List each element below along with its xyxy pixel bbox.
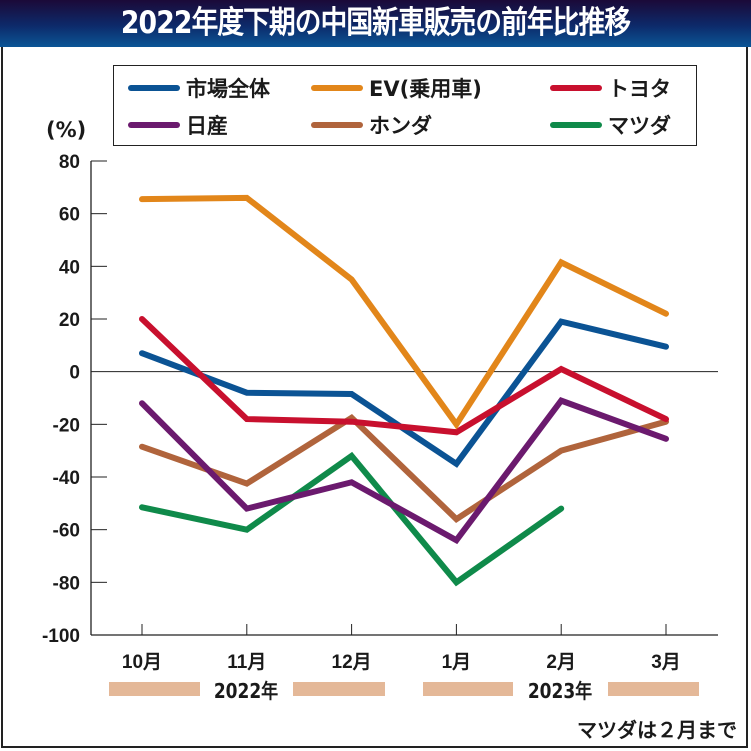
title-bar: 2022年度下期の中国新車販売の前年比推移 bbox=[0, 0, 751, 47]
legend-swatch-market bbox=[128, 85, 180, 91]
y-tick-label: 0 bbox=[69, 363, 80, 384]
y-tick-label: 20 bbox=[59, 310, 80, 331]
x-tick-label: 10月 bbox=[122, 652, 162, 673]
legend-item-ev: EV(乗用車) bbox=[311, 76, 482, 101]
x-tick-label: 11月 bbox=[227, 652, 266, 673]
y-tick-label: -80 bbox=[53, 573, 80, 594]
x-ticks: 10月 11月 12月 1月 2月 3月 bbox=[122, 624, 681, 673]
series-line-5 bbox=[139, 451, 565, 587]
chart-title: 2022年度下期の中国新車販売の前年比推移 bbox=[120, 5, 631, 41]
y-ticks: 80 60 40 20 0 -20 -40 -60 -80 -100 bbox=[42, 152, 107, 647]
legend-swatch-ev bbox=[311, 85, 363, 91]
year-bar-2023-right bbox=[608, 682, 699, 696]
legend-swatch-mazda bbox=[550, 122, 602, 128]
series-line-2 bbox=[139, 316, 669, 436]
year-label-2022: 2022年 bbox=[213, 679, 279, 703]
y-tick-label: -20 bbox=[53, 415, 80, 436]
legend: 市場全体 EV(乗用車) トヨタ 日産 ホンダ マツダ bbox=[113, 65, 697, 146]
series-line-3 bbox=[139, 397, 669, 545]
year-bar-2022-left bbox=[109, 682, 200, 696]
legend-item-toyota: トヨタ bbox=[550, 76, 671, 101]
series-line-1 bbox=[139, 194, 669, 430]
footnote: マツダは２月まで bbox=[577, 718, 737, 742]
legend-swatch-toyota bbox=[550, 85, 602, 91]
legend-label-nissan: 日産 bbox=[186, 114, 228, 138]
year-bar-2022-right bbox=[293, 682, 385, 696]
y-tick-label: 60 bbox=[59, 205, 80, 226]
legend-label-ev: EV(乗用車) bbox=[369, 77, 482, 101]
legend-label-mazda: マツダ bbox=[608, 114, 671, 138]
legend-item-honda: ホンダ bbox=[311, 113, 432, 138]
y-tick-label: -60 bbox=[53, 521, 80, 542]
legend-item-nissan: 日産 bbox=[128, 113, 228, 138]
series-line-4 bbox=[139, 413, 669, 523]
legend-label-market: 市場全体 bbox=[186, 77, 270, 101]
legend-swatch-nissan bbox=[128, 122, 180, 128]
y-tick-label: 80 bbox=[59, 152, 80, 173]
y-tick-label: -100 bbox=[42, 626, 80, 647]
series-lines bbox=[139, 194, 669, 587]
year-label-2023: 2023年 bbox=[527, 679, 593, 703]
x-tick-label: 2月 bbox=[546, 652, 576, 673]
y-axis-unit-label: (%) bbox=[46, 118, 87, 142]
year-bar-2023-left bbox=[423, 682, 513, 696]
x-tick-label: 3月 bbox=[651, 652, 681, 673]
legend-swatch-honda bbox=[311, 122, 363, 128]
y-tick-label: 40 bbox=[59, 257, 80, 278]
y-tick-label: -40 bbox=[53, 468, 80, 489]
x-tick-label: 1月 bbox=[442, 652, 472, 673]
legend-item-mazda: マツダ bbox=[550, 113, 671, 138]
x-tick-label: 12月 bbox=[332, 652, 372, 673]
legend-label-toyota: トヨタ bbox=[608, 77, 671, 101]
legend-label-honda: ホンダ bbox=[369, 114, 432, 138]
legend-item-market: 市場全体 bbox=[128, 76, 270, 101]
